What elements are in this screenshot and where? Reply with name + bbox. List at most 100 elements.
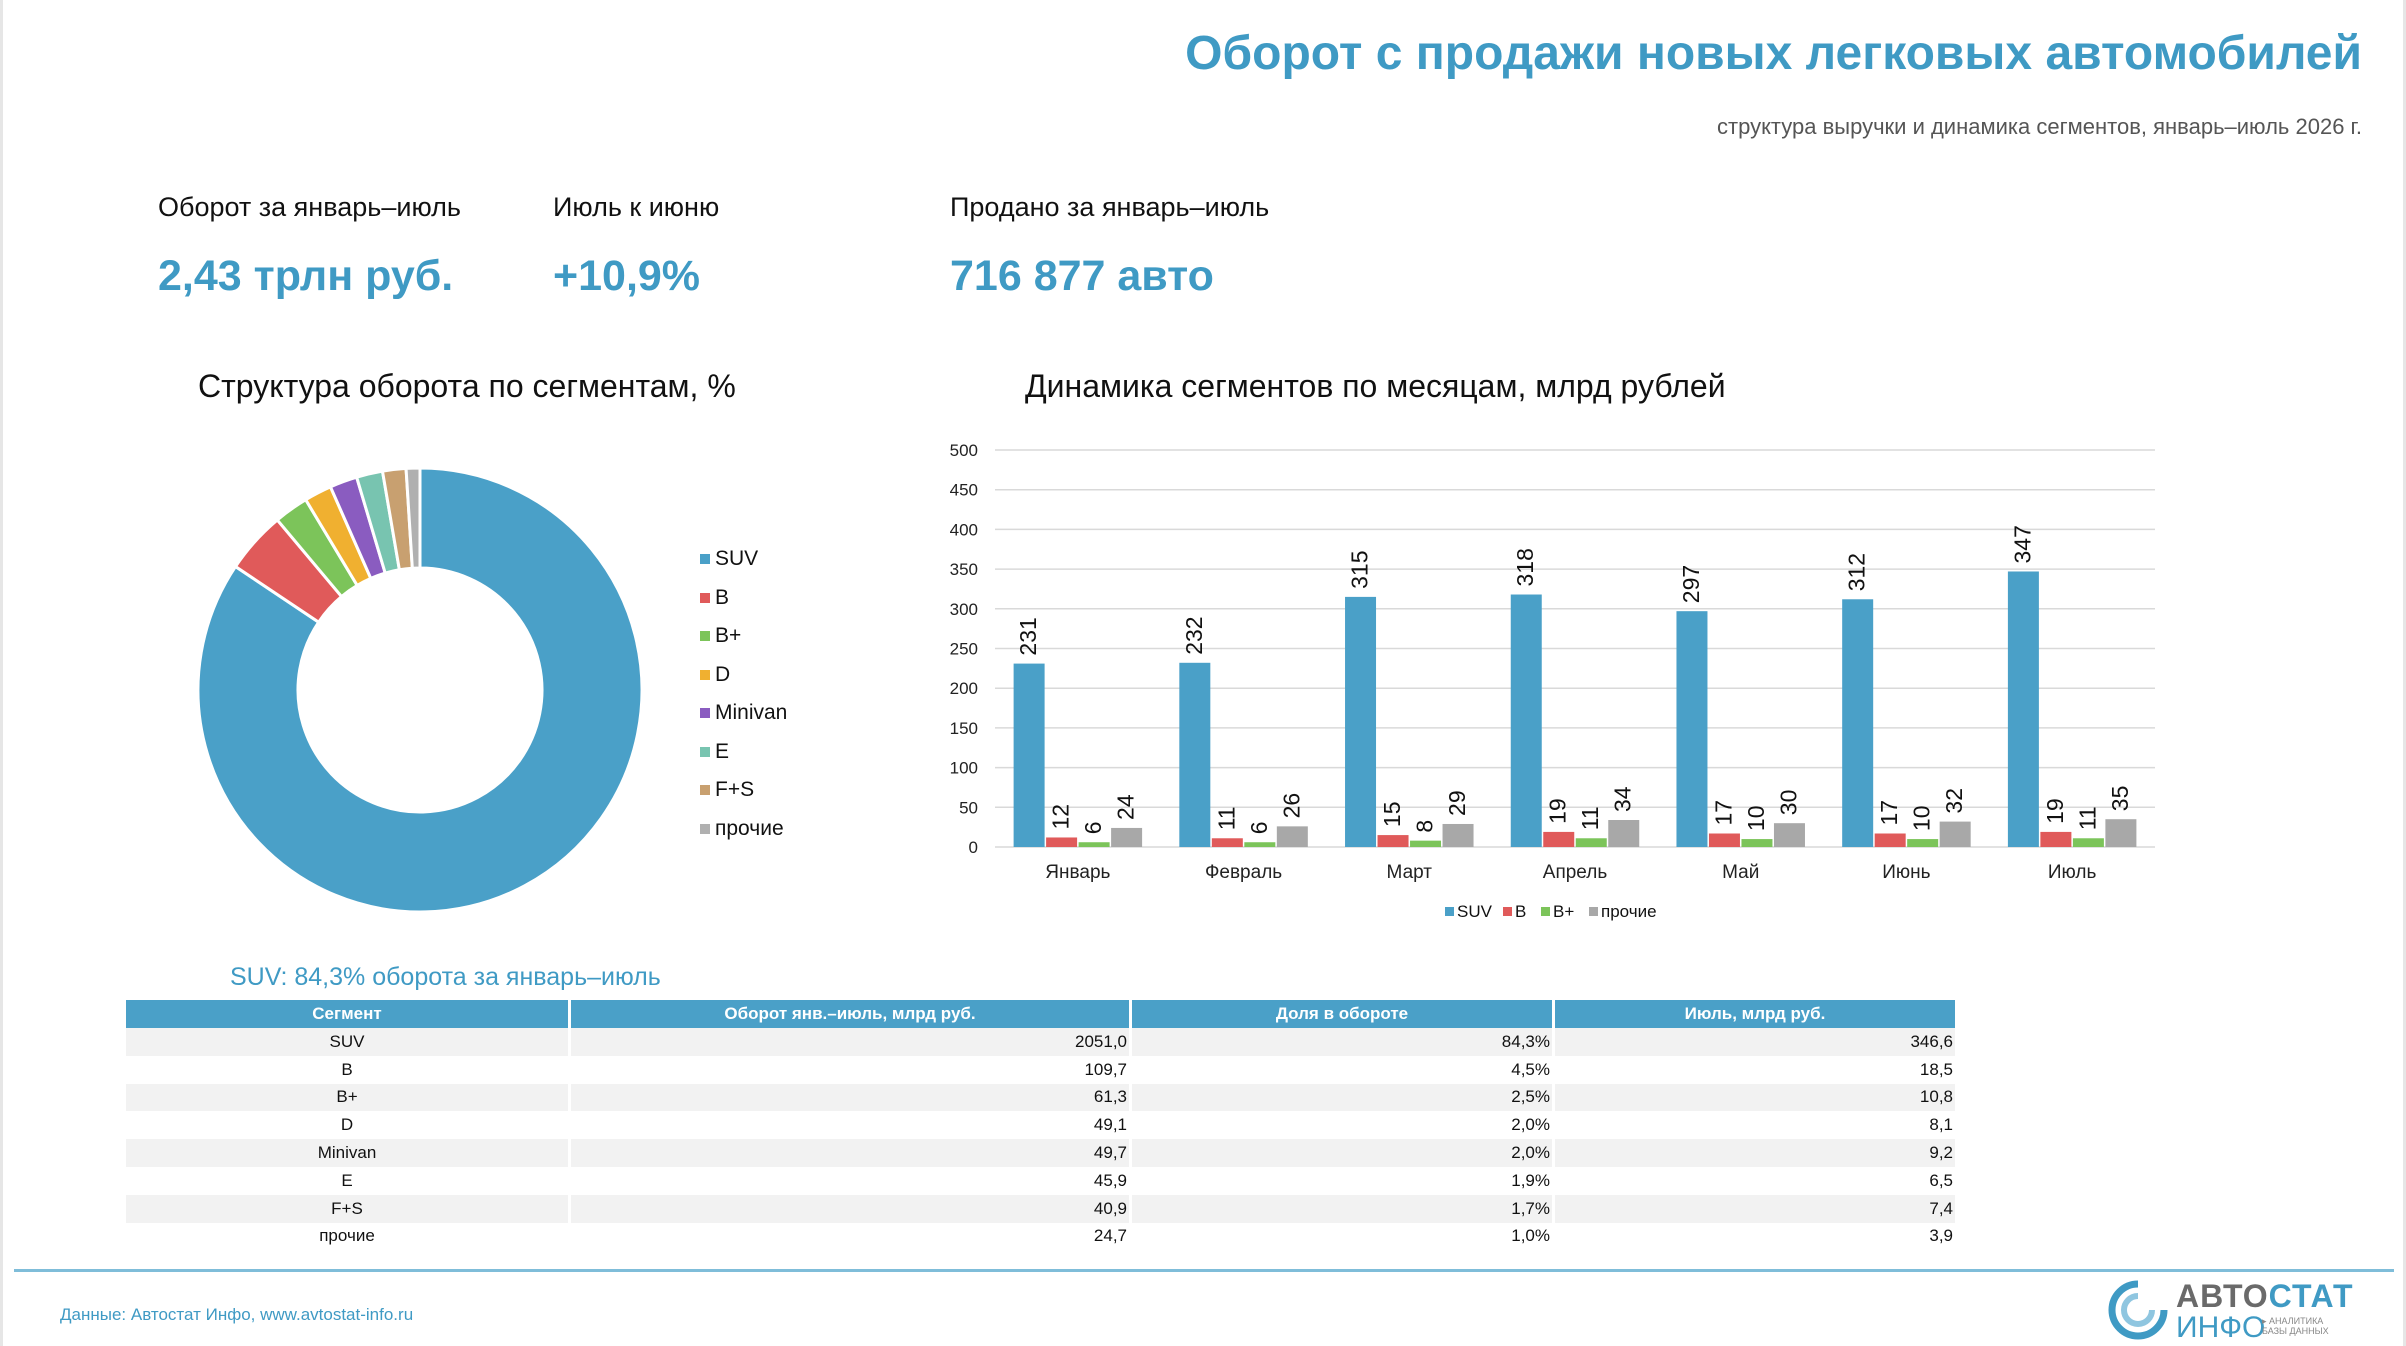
bar-B-Июнь	[1874, 833, 1906, 847]
bar-B-Март	[1377, 835, 1409, 847]
table-cell-segment: B	[126, 1055, 571, 1084]
bar-value-label: 19	[2042, 798, 2068, 824]
page-title: Оборот с продажи новых легковых автомоби…	[1185, 27, 2362, 80]
bar-SUV-Март	[1345, 596, 1377, 847]
y-tick-label: 100	[950, 759, 978, 778]
bar-value-label: 30	[1775, 790, 1801, 816]
bar-B+-Январь	[1078, 842, 1110, 847]
bar-B+-Май	[1741, 839, 1773, 847]
x-tick-label: Март	[1387, 862, 1433, 883]
kpi-turnover-value: 2,43 трлн руб.	[158, 252, 454, 300]
kpi-mom-value: +10,9%	[553, 252, 701, 300]
segment-table: Сегмент Оборот янв.–июль, млрд руб. Доля…	[126, 1000, 1958, 1251]
bar-legend-swatch	[1503, 907, 1512, 916]
bar-B-Май	[1708, 833, 1740, 847]
y-tick-label: 300	[950, 600, 978, 619]
legend-label: SUV	[715, 547, 759, 571]
legend-label: B	[715, 585, 730, 609]
donut-legend-item: Minivan	[700, 694, 787, 733]
legend-label: прочие	[715, 816, 784, 840]
y-tick-label: 200	[950, 679, 978, 698]
table-cell-value: 24,7	[569, 1222, 1132, 1251]
legend-swatch	[700, 669, 710, 680]
legend-swatch	[700, 785, 710, 796]
table-cell-value: 1,0%	[1130, 1222, 1555, 1251]
footer-source: Данные: Автостат Инфо, www.avtostat-info…	[60, 1305, 414, 1324]
kpi-mom-label: Июль к июню	[553, 192, 720, 222]
bar-прочие-Январь	[1111, 827, 1143, 847]
bar-chart: 0 50 100 150 200 250 300 350 400 450 500 231 12 6 24 Ян…	[950, 441, 2155, 921]
bar-SUV-Апрель	[1510, 594, 1542, 847]
kpi-turnover-label: Оборот за январь–июль	[158, 192, 461, 222]
page-border-left	[0, 0, 3, 1346]
bar-B+-Июнь	[1907, 839, 1939, 847]
legend-swatch	[700, 631, 710, 642]
donut-legend-item: SUV	[700, 540, 787, 579]
donut-slice-прочие	[404, 466, 422, 570]
table-cell-value: 4,5%	[1130, 1055, 1555, 1084]
legend-label: D	[715, 662, 731, 686]
bar-legend-swatch	[1445, 907, 1454, 916]
legend-swatch	[700, 592, 710, 603]
donut-legend: SUV B B+ D Minivan E F+S прочие	[700, 540, 787, 848]
table-cell-segment: прочие	[126, 1222, 571, 1251]
bar-value-label: 17	[1710, 800, 1736, 826]
bar-value-label: 297	[1678, 565, 1704, 603]
table-cell-value: 10,8	[1553, 1083, 1958, 1112]
footer-divider	[14, 1269, 2394, 1272]
legend-label: F+S	[715, 778, 755, 802]
bar-chart-title: Динамика сегментов по месяцам, млрд рубл…	[1025, 368, 1726, 404]
kpi-sold-value: 716 877 авто	[950, 252, 1214, 300]
table-cell-value: 45,9	[569, 1166, 1132, 1195]
bar-прочие-Апрель	[1608, 820, 1640, 847]
kpi-sold-label: Продано за январь–июль	[950, 192, 1270, 222]
y-tick-label: 350	[950, 560, 978, 579]
table-header-share: Доля в обороте	[1130, 1000, 1555, 1028]
legend-label: B+	[715, 624, 742, 648]
table-caption: SUV: 84,3% оборота за январь–июль	[230, 963, 661, 991]
legend-swatch	[700, 823, 710, 834]
bar-legend-label: B+	[1553, 902, 1574, 921]
table-header-july: Июль, млрд руб.	[1553, 1000, 1958, 1028]
y-tick-label: 250	[950, 640, 978, 659]
x-tick-label: Июнь	[1882, 862, 1930, 883]
y-tick-label: 0	[969, 838, 978, 857]
bar-B-Июль	[2040, 831, 2072, 847]
table-cell-value: 84,3%	[1130, 1028, 1555, 1056]
bar-legend-label: прочие	[1601, 902, 1657, 921]
table-cell-segment: F+S	[126, 1194, 571, 1223]
table-cell-segment: SUV	[126, 1028, 571, 1056]
bar-B+-Февраль	[1244, 842, 1276, 847]
bar-legend-swatch	[1541, 907, 1550, 916]
donut-legend-item: прочие	[700, 810, 787, 849]
bar-value-label: 10	[1909, 805, 1935, 831]
bar-SUV-Май	[1676, 611, 1708, 847]
table-cell-segment: E	[126, 1166, 571, 1195]
logo-text-bottom: ИНФО	[2176, 1311, 2266, 1344]
bar-B-Январь	[1046, 837, 1078, 847]
bar-value-label: 29	[1444, 790, 1470, 816]
donut-legend-item: D	[700, 656, 787, 695]
table-cell-value: 18,5	[1553, 1055, 1958, 1084]
table-header-segment: Сегмент	[126, 1000, 571, 1028]
x-tick-label: Июль	[2048, 862, 2097, 883]
table-cell-value: 49,1	[569, 1111, 1132, 1140]
bar-value-label: 24	[1113, 794, 1139, 820]
x-tick-label: Январь	[1045, 862, 1110, 883]
bar-value-label: 6	[1080, 821, 1106, 834]
bar-прочие-Февраль	[1276, 826, 1308, 847]
y-tick-label: 150	[950, 719, 978, 738]
bar-value-label: 10	[1743, 805, 1769, 831]
bar-value-label: 6	[1246, 821, 1272, 834]
logo-swirl-icon	[2108, 1280, 2168, 1340]
legend-label: Minivan	[715, 701, 788, 725]
table-cell-segment: Minivan	[126, 1139, 571, 1167]
bar-прочие-Июнь	[1939, 821, 1971, 847]
page-border-right	[2403, 0, 2406, 1346]
table-row: D 49,1 2,0% 8,1	[126, 1111, 1958, 1140]
bar-value-label: 11	[1577, 806, 1603, 830]
bar-value-label: 11	[1213, 806, 1239, 830]
table-cell-value: 3,9	[1553, 1222, 1958, 1251]
bar-прочие-Июль	[2105, 819, 2137, 847]
donut-legend-item: F+S	[700, 771, 787, 810]
